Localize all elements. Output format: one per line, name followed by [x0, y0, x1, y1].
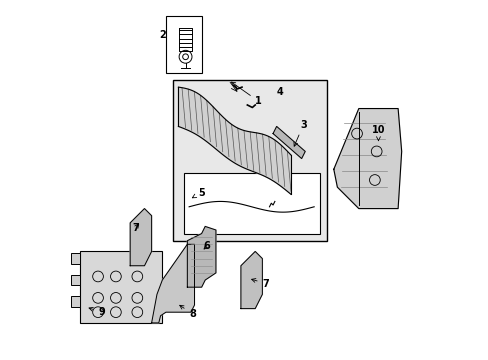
- Polygon shape: [333, 109, 401, 208]
- Text: 5: 5: [192, 188, 204, 198]
- Text: 3: 3: [293, 120, 306, 146]
- Text: 9: 9: [89, 307, 105, 317]
- Text: 2: 2: [159, 30, 165, 40]
- Polygon shape: [272, 126, 305, 158]
- Text: 4: 4: [276, 87, 283, 98]
- Polygon shape: [178, 87, 290, 194]
- Text: 6: 6: [203, 241, 210, 251]
- Text: 8: 8: [180, 305, 196, 319]
- Polygon shape: [151, 244, 194, 323]
- Bar: [173, 80, 326, 241]
- Polygon shape: [241, 251, 262, 309]
- Text: 7: 7: [251, 279, 269, 289]
- Text: 7: 7: [132, 223, 139, 233]
- Bar: [165, 16, 201, 73]
- Polygon shape: [187, 226, 216, 287]
- Bar: [80, 251, 162, 323]
- Bar: [183, 173, 319, 234]
- Bar: [71, 275, 80, 285]
- Polygon shape: [130, 208, 151, 266]
- Text: 10: 10: [371, 125, 385, 141]
- Bar: [71, 296, 80, 307]
- Bar: [71, 253, 80, 264]
- Text: 1: 1: [231, 82, 262, 107]
